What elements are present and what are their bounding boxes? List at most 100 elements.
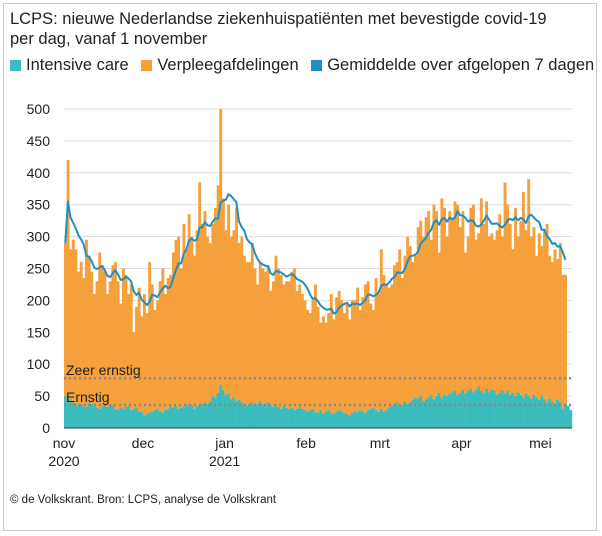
bar-ic — [445, 396, 449, 428]
bar-ward — [498, 214, 502, 393]
bar-ward — [148, 262, 152, 413]
chart-title-line2: per dag, vanaf 1 november — [10, 30, 208, 48]
bar-ward — [403, 255, 407, 402]
bar-ic — [395, 402, 399, 428]
bar-ward — [361, 297, 365, 412]
bar-ic — [69, 398, 73, 428]
chart-legend: Intensive care Verpleegafdelingen Gemidd… — [10, 56, 602, 76]
bar-ic — [353, 411, 357, 428]
bar-ic — [279, 408, 283, 428]
bar-ic — [106, 406, 109, 428]
bar-ic — [235, 401, 238, 428]
bar-ward — [395, 262, 399, 403]
bar-ward — [377, 294, 381, 413]
bar-ward — [414, 255, 417, 398]
x-tick-label: jan — [214, 435, 234, 451]
bar-ic — [356, 412, 360, 428]
bar-ward — [142, 294, 146, 416]
bar-ward — [506, 204, 510, 391]
bar-ward — [156, 300, 160, 409]
bar-ward — [527, 179, 531, 397]
y-tick-label: 500 — [27, 101, 51, 117]
bar-ward — [311, 300, 315, 409]
bar-ic — [408, 402, 412, 428]
bar-ward — [529, 236, 533, 399]
bar-ward — [174, 239, 178, 406]
bar-ward — [69, 249, 73, 399]
bar-ic — [506, 390, 510, 428]
bar-ward — [232, 230, 236, 398]
bar-ward — [169, 274, 173, 407]
bar-ward — [440, 198, 444, 398]
legend-label-ic: Intensive care — [26, 56, 129, 74]
bar-ward — [514, 207, 517, 397]
bar-ward — [343, 313, 346, 413]
bar-ic — [169, 406, 173, 428]
bar-ic — [250, 402, 254, 428]
bar-ic — [440, 397, 444, 428]
bar-ic — [229, 399, 233, 428]
bar-ward — [308, 313, 312, 411]
bar-ic — [527, 396, 531, 428]
bar-ic — [321, 413, 325, 428]
bar-ic — [90, 403, 94, 428]
bar-ic — [206, 403, 210, 428]
bar-ic — [521, 397, 525, 428]
bar-ic — [240, 402, 244, 428]
bar-ward — [203, 211, 207, 403]
legend-item-ic: Intensive care — [10, 56, 129, 75]
bar-ward — [103, 271, 107, 406]
y-tick-label: 450 — [27, 133, 51, 149]
bar-ic — [537, 399, 541, 428]
bar-ic — [100, 406, 104, 428]
bar-ic — [158, 411, 162, 428]
bar-ic — [345, 413, 349, 428]
bar-ic — [382, 411, 386, 428]
bar-ward — [114, 262, 117, 409]
bar-ward — [261, 268, 265, 404]
bar-ward — [516, 236, 520, 393]
bar-ward — [340, 300, 344, 412]
bar-ward — [419, 220, 423, 397]
bar-ic — [498, 392, 502, 428]
bar-ward — [461, 211, 465, 390]
bar-ward — [219, 109, 223, 385]
bar-ward — [524, 230, 528, 394]
reference-label: Ernstig — [66, 389, 110, 405]
bar-ic — [303, 410, 307, 428]
bar-ic — [385, 410, 389, 428]
bar-ic — [443, 394, 446, 428]
bar-ward — [324, 322, 328, 412]
bar-ic — [179, 407, 183, 428]
bar-ic — [142, 415, 146, 428]
bar-ic — [398, 405, 402, 428]
bar-ic — [495, 394, 499, 428]
bar-ic — [569, 410, 573, 428]
bar-ward — [303, 300, 307, 411]
bar-ic — [82, 406, 86, 428]
bar-ward — [356, 287, 360, 413]
bar-ward — [66, 160, 70, 402]
bar-ward — [256, 284, 260, 404]
bar-ic — [266, 402, 270, 428]
bar-ward — [153, 309, 157, 411]
bar-ic — [208, 401, 212, 428]
bar-ic — [232, 397, 236, 428]
bar-ic — [285, 407, 288, 428]
bar-ic — [314, 412, 317, 428]
bar-ic — [103, 405, 107, 428]
bar-ic — [461, 389, 465, 428]
bar-ic — [516, 392, 520, 428]
bar-ward — [248, 262, 252, 404]
y-tick-label: 50 — [34, 388, 50, 404]
bar-ic — [161, 412, 165, 428]
bar-ic — [198, 405, 202, 428]
y-tick-label: 100 — [27, 356, 51, 372]
bar-ward — [390, 284, 394, 406]
bar-ward — [479, 198, 483, 391]
bar-ic — [403, 401, 407, 428]
bar-ward — [221, 198, 225, 390]
bar-ward — [119, 303, 123, 408]
bar-ward — [474, 239, 478, 390]
